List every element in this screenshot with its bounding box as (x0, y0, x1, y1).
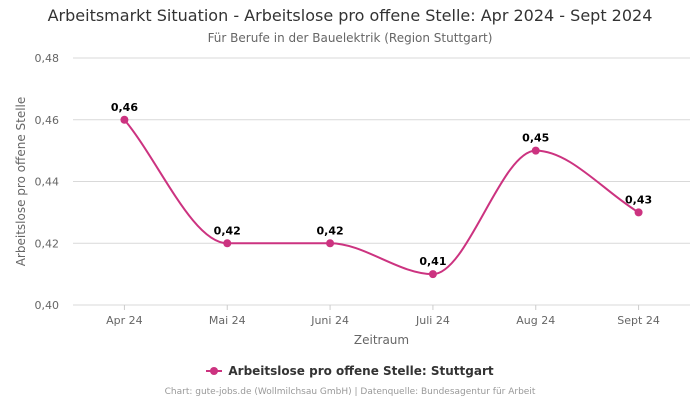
data-label: 0,45 (522, 132, 549, 145)
legend-series-marker (206, 366, 223, 376)
data-point (634, 208, 643, 217)
data-label: 0,46 (111, 101, 138, 114)
y-tick-label: 0,42 (35, 237, 60, 250)
y-tick-label: 0,44 (35, 176, 60, 189)
y-tick-label: 0,40 (35, 299, 60, 312)
x-tick-label: Apr 24 (106, 314, 143, 327)
data-label: 0,42 (214, 224, 241, 237)
data-point (428, 270, 437, 279)
y-tick-label: 0,48 (35, 52, 60, 65)
chart-credits: Chart: gute-jobs.de (Wollmilchsau GmbH) … (164, 387, 536, 397)
x-tick-label: Mai 24 (209, 314, 246, 327)
chart-title: Arbeitsmarkt Situation - Arbeitslose pro… (47, 6, 653, 25)
data-label: 0,41 (419, 255, 446, 268)
y-tick-label: 0,46 (35, 114, 60, 127)
data-point (120, 115, 129, 124)
x-tick-label: Sept 24 (617, 314, 660, 327)
x-tick-label: Juni 24 (310, 314, 349, 327)
legend-series-label: Arbeitslose pro offene Stelle: Stuttgart (228, 364, 494, 378)
data-point (531, 146, 540, 155)
chart-subtitle: Für Berufe in der Bauelektrik (Region St… (207, 31, 493, 45)
y-axis-title: Arbeitslose pro offene Stelle (14, 97, 28, 267)
x-tick-label: Aug 24 (516, 314, 555, 327)
data-point (326, 239, 335, 248)
data-point (223, 239, 232, 248)
x-tick-label: Juli 24 (415, 314, 450, 327)
x-axis-title: Zeitraum (354, 333, 409, 347)
data-label: 0,42 (317, 224, 344, 237)
data-label: 0,43 (625, 193, 652, 206)
series-line (123, 119, 640, 276)
legend[interactable]: Arbeitslose pro offene Stelle: Stuttgart (0, 364, 700, 378)
